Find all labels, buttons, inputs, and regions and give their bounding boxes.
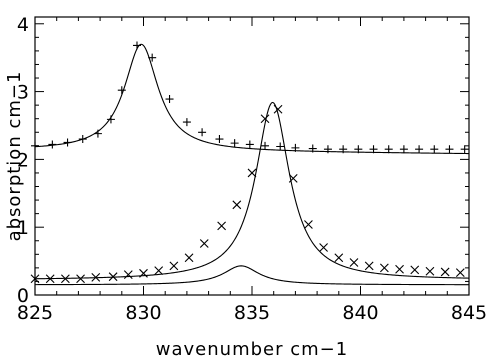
cross-marker — [395, 264, 404, 274]
cross-marker — [364, 261, 374, 271]
x-tick-label: 825 — [17, 302, 53, 324]
plus-marker — [148, 53, 157, 62]
plus-marker — [430, 145, 439, 154]
plus-marker — [354, 145, 363, 154]
cross-marker — [154, 266, 164, 275]
plus-marker — [339, 145, 348, 154]
plus-marker — [460, 145, 469, 154]
plus-marker — [415, 145, 424, 154]
plus-marker — [78, 135, 87, 144]
cross-marker — [169, 261, 179, 271]
tick-labels: 825 830 835 840 845 0 1 2 3 4 — [17, 14, 487, 324]
x-tick-label: 845 — [451, 302, 487, 324]
plus-marker — [48, 140, 57, 149]
plus-marker — [261, 141, 270, 150]
plus-marker — [291, 143, 300, 152]
plus-marker — [215, 135, 224, 144]
plus-marker — [399, 145, 408, 154]
fit-curve-3 — [35, 265, 469, 286]
plus-marker — [445, 145, 454, 154]
axis-ticks — [34, 17, 470, 296]
plus-marker — [63, 138, 72, 147]
plus-marker — [276, 142, 285, 151]
cross-marker — [304, 220, 313, 229]
data-markers — [30, 41, 469, 284]
plot-frame — [34, 16, 470, 296]
fit-curve-1 — [34, 43, 470, 155]
fit-curves — [34, 43, 470, 286]
cross-marker — [410, 265, 420, 275]
y-tick-label: 0 — [17, 285, 29, 307]
plus-marker — [323, 145, 332, 154]
cross-marker — [247, 168, 257, 178]
plus-marker — [93, 129, 102, 138]
plus-marker — [384, 145, 393, 154]
plus-marker — [165, 95, 174, 104]
plus-marker — [198, 128, 207, 137]
cross-marker — [288, 173, 298, 183]
cross-marker — [273, 104, 283, 114]
plus-marker — [132, 41, 141, 50]
plus-marker — [245, 140, 254, 149]
cross-marker — [199, 239, 209, 248]
cross-marker — [60, 274, 70, 284]
cross-marker — [184, 253, 194, 263]
cross-marker — [260, 114, 270, 124]
cross-marker — [455, 268, 465, 278]
cross-marker — [319, 243, 328, 252]
cross-marker — [379, 263, 389, 273]
cross-marker — [91, 272, 101, 282]
cross-marker — [440, 267, 450, 277]
x-tick-label: 830 — [125, 302, 161, 324]
cross-marker — [108, 272, 118, 282]
plus-marker — [308, 144, 317, 153]
plus-marker — [106, 115, 115, 124]
x-tick-label: 835 — [234, 302, 270, 324]
fit-curve-2 — [34, 101, 470, 280]
plus-marker — [182, 118, 191, 127]
plus-marker — [117, 86, 126, 95]
plus-marker — [31, 141, 39, 150]
cross-marker — [425, 266, 435, 276]
cross-marker — [217, 221, 227, 231]
y-tick-label: 1 — [17, 217, 29, 239]
cross-marker — [232, 200, 242, 210]
y-axis-label: absorption cm−1 — [4, 71, 25, 242]
cross-marker — [123, 270, 133, 280]
cross-marker — [45, 274, 55, 284]
cross-marker — [30, 274, 40, 284]
cross-marker — [349, 258, 359, 267]
plus-marker — [230, 139, 239, 148]
plus-marker — [369, 145, 378, 154]
cross-marker — [76, 274, 85, 284]
y-tick-label: 2 — [17, 149, 29, 171]
y-tick-label: 4 — [17, 14, 29, 36]
x-tick-label: 840 — [342, 302, 378, 324]
x-axis-label: wavenumber cm−1 — [156, 339, 348, 360]
cross-marker — [334, 253, 344, 263]
cross-marker — [139, 268, 148, 278]
y-tick-label: 3 — [17, 82, 29, 104]
